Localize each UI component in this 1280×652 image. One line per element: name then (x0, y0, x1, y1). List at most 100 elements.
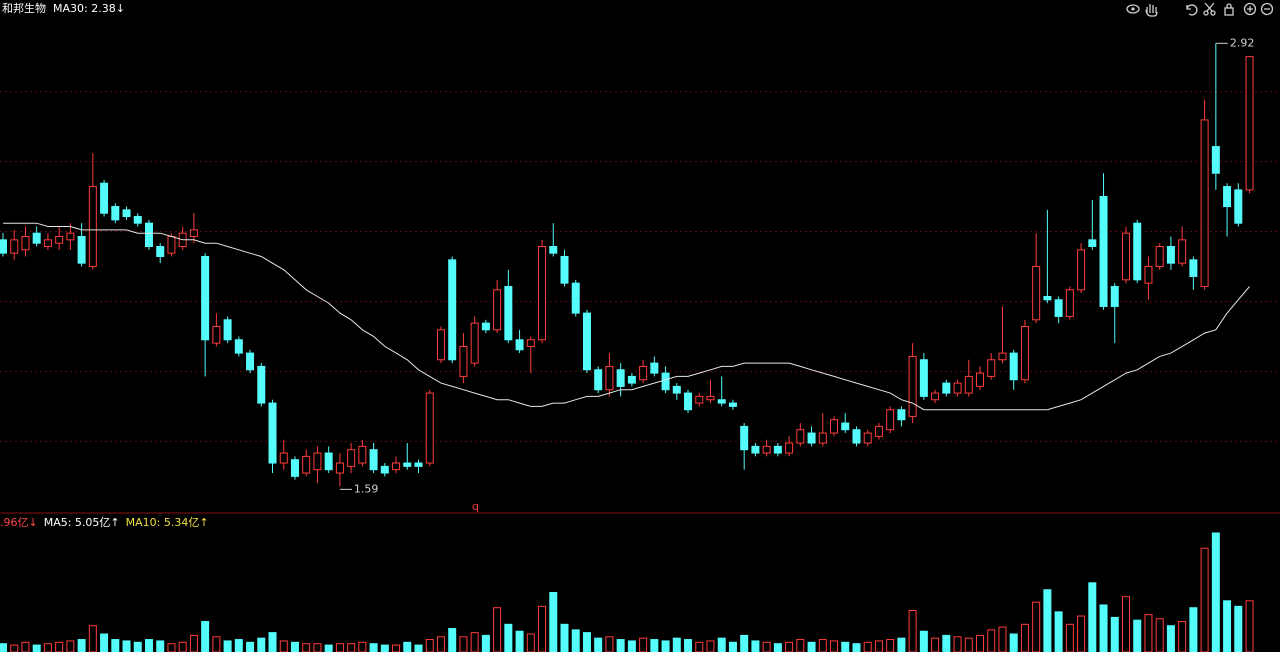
candle-body (1099, 196, 1108, 307)
volume-bar (43, 643, 52, 652)
candle-body (807, 432, 816, 444)
candle-body (1144, 265, 1153, 284)
volume-bar (897, 637, 906, 652)
candle-body (830, 419, 839, 434)
candle-body (302, 455, 311, 474)
volume-bar (874, 640, 883, 652)
candle-body (538, 246, 547, 341)
volume-bar (964, 637, 973, 652)
volume-bar (21, 641, 30, 652)
candle-body (571, 282, 580, 314)
volume-bar (762, 641, 771, 652)
candle-body (1155, 246, 1164, 267)
candle-body (414, 462, 423, 467)
volume-bar (661, 640, 670, 652)
zoom-out-icon[interactable] (1260, 2, 1274, 16)
volume-bar (650, 639, 659, 652)
volume-bar (324, 644, 333, 652)
volume-bar (133, 641, 142, 652)
candle-body (639, 365, 648, 381)
eye-icon[interactable] (1126, 4, 1140, 14)
candle-body (403, 462, 412, 467)
volume-bar (830, 640, 839, 652)
volume-bar (998, 626, 1007, 652)
zoom-in-icon[interactable] (1243, 2, 1257, 16)
candle-body (1043, 295, 1052, 301)
lock-icon[interactable] (1224, 3, 1234, 16)
volume-bar (0, 643, 7, 652)
candle-body (1077, 249, 1086, 291)
volume-bar (818, 639, 827, 652)
candle-body (706, 395, 715, 401)
volume-bar (380, 644, 389, 652)
candle-body (818, 432, 827, 444)
volume-bar (448, 627, 457, 652)
candle-body (549, 246, 558, 254)
volume-bar (538, 605, 547, 652)
candle-body (380, 465, 389, 474)
candle-body (684, 392, 693, 411)
candle-body (785, 442, 794, 454)
candle-body (886, 409, 895, 431)
candle-body (908, 355, 917, 417)
scissors-icon[interactable] (1203, 2, 1216, 16)
candle-body (290, 459, 299, 477)
volume-label: .96亿↓ (0, 516, 38, 529)
volume-bar (335, 643, 344, 652)
candle-body (279, 452, 288, 464)
undo-icon[interactable] (1186, 4, 1198, 16)
candle-body (21, 236, 30, 251)
candle-body (1178, 239, 1187, 264)
volume-bar (201, 621, 210, 652)
candle-body (436, 329, 445, 361)
volume-bar (1189, 607, 1198, 652)
volume-bar (571, 629, 580, 652)
candle-body (156, 246, 165, 258)
volume-bar (582, 632, 591, 652)
volume-bar (246, 641, 255, 652)
volume-bar (616, 639, 625, 652)
candle-body (672, 385, 681, 394)
volume-bar (111, 639, 120, 652)
candle-body (863, 432, 872, 444)
candle-body (1234, 189, 1243, 224)
volume-bar (403, 641, 412, 652)
candle-body (616, 369, 625, 387)
candle-body (695, 395, 704, 404)
candle-body (717, 399, 726, 404)
candle-body (77, 236, 86, 264)
candle-body (953, 382, 962, 394)
candle-body (1020, 325, 1029, 381)
candle-body (998, 352, 1007, 361)
volume-bar (672, 637, 681, 652)
volume-bar (1234, 605, 1243, 652)
volume-bar (841, 641, 850, 652)
volume-bar (1245, 600, 1254, 652)
volume-bar (549, 591, 558, 652)
volume-bar (717, 637, 726, 652)
candle-body (627, 375, 636, 384)
candle-body (448, 259, 457, 361)
high-annotation: 2.92 (1230, 36, 1255, 49)
candle-body (773, 445, 782, 454)
candle-body (751, 445, 760, 454)
volume-bar (302, 643, 311, 652)
candle-body (661, 372, 670, 391)
volume-bar (279, 640, 288, 652)
candle-body (1245, 56, 1254, 191)
candle-body (852, 429, 861, 444)
volume-bar (88, 625, 97, 652)
volume-bar (560, 623, 569, 652)
volume-bar (931, 637, 940, 652)
volume-bar (852, 643, 861, 652)
volume-bar (785, 641, 794, 652)
volume-bar (313, 643, 322, 652)
candle-body (43, 239, 52, 248)
volume-bar (234, 639, 243, 652)
volume-bar (919, 630, 928, 652)
volume-bar (740, 634, 749, 652)
candle-body (111, 206, 120, 221)
hand-icon[interactable] (1145, 4, 1158, 17)
volume-bar (10, 644, 19, 652)
